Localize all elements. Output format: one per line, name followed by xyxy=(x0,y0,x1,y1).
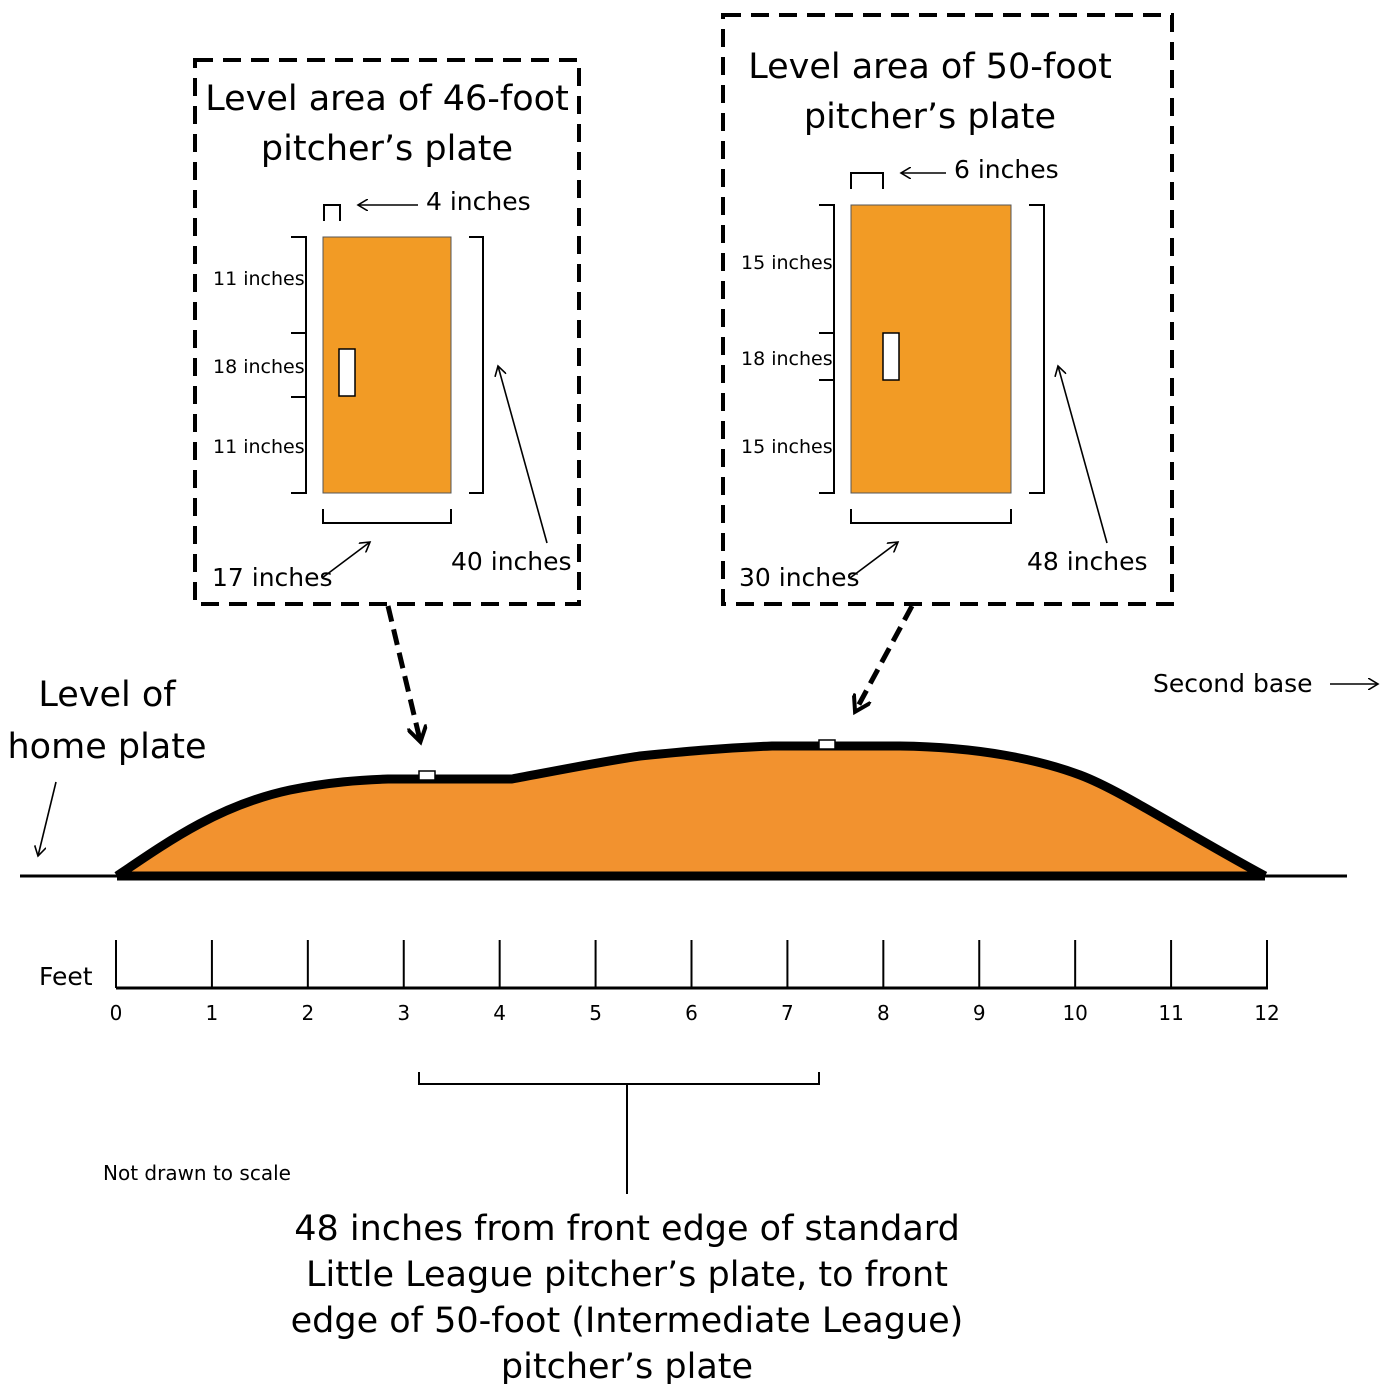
pitcher-plate-46 xyxy=(338,348,356,397)
ruler-tick-label: 6 xyxy=(685,1001,698,1025)
pitching-mound xyxy=(20,739,1347,881)
offset-bracket-46 xyxy=(323,204,341,221)
title-50-line1: Level area of 50-foot xyxy=(748,47,1112,87)
mound-outline xyxy=(114,741,1268,880)
ruler-tick-label: 1 xyxy=(206,1001,219,1025)
caption-line1: 48 inches from front edge of standard xyxy=(294,1209,960,1249)
ruler-tick-label: 7 xyxy=(781,1001,794,1025)
pitcher-plate-50 xyxy=(882,332,900,381)
callout-arrow-46 xyxy=(385,605,420,740)
seg-bottom-46: 11 inches xyxy=(213,436,305,458)
caption-line2: Little League pitcher’s plate, to front xyxy=(306,1255,948,1295)
ruler-tick-label: 0 xyxy=(110,1001,123,1025)
callout-arrow-50 xyxy=(856,604,915,710)
title-46-line2: pitcher’s plate xyxy=(261,129,513,169)
dashed-frame-50 xyxy=(721,13,1174,606)
length-label-46: 40 inches xyxy=(451,547,572,576)
scale-note: Not drawn to scale xyxy=(103,1161,291,1185)
mound-fill xyxy=(117,746,1265,876)
home-plate-label-line2: home plate xyxy=(8,727,207,767)
home-plate-arrow xyxy=(38,781,57,856)
width-label-46: 17 inches xyxy=(212,563,333,592)
width-bracket-50 xyxy=(850,509,1012,524)
ruler-tick-label: 2 xyxy=(301,1001,314,1025)
length-bracket-46 xyxy=(469,236,484,494)
ruler-tick-label: 9 xyxy=(973,1001,986,1025)
level-area-50 xyxy=(850,204,1012,494)
length-bracket-50 xyxy=(1029,204,1045,494)
ruler-tick-label: 5 xyxy=(589,1001,602,1025)
seg-top-46: 11 inches xyxy=(213,268,305,290)
detail-box-50-foot: Level area of 50-foot pitcher’s plate 6 … xyxy=(721,13,1174,606)
ruler-tick-label: 4 xyxy=(493,1001,506,1025)
width-arrow-50 xyxy=(849,542,898,579)
segment-bracket-50 xyxy=(819,204,835,494)
ruler-tick-label: 10 xyxy=(1062,1001,1087,1025)
dashed-frame-46 xyxy=(193,58,581,606)
ruler-tick-label: 8 xyxy=(877,1001,890,1025)
seg-top-50: 15 inches xyxy=(741,252,833,274)
segment-bracket-46 xyxy=(291,236,307,494)
length-label-50: 48 inches xyxy=(1027,547,1148,576)
feet-label: Feet xyxy=(39,962,93,991)
caption-line3: edge of 50-foot (Intermediate League) xyxy=(291,1301,964,1341)
caption-line4: pitcher’s plate xyxy=(501,1347,753,1384)
ruler-tick-label: 11 xyxy=(1158,1001,1183,1025)
seg-mid-50: 18 inches xyxy=(741,348,833,370)
distance-bracket xyxy=(418,1072,820,1194)
mound-plate-50 xyxy=(818,739,836,750)
second-base-label: Second base xyxy=(1153,669,1313,698)
width-label-50: 30 inches xyxy=(739,563,860,592)
offset-label-50: 6 inches xyxy=(954,155,1059,184)
ruler-ticks: 0 1 2 3 4 5 6 7 8 9 10 11 12 xyxy=(110,940,1280,1025)
title-50-line2: pitcher’s plate xyxy=(804,97,1056,137)
offset-bracket-50 xyxy=(850,172,884,189)
mound-plate-46 xyxy=(418,770,436,781)
width-bracket-46 xyxy=(322,509,452,524)
home-plate-label-line1: Level of xyxy=(38,675,176,715)
ruler-tick-label: 12 xyxy=(1254,1001,1279,1025)
offset-label-46: 4 inches xyxy=(426,187,531,216)
detail-box-46-foot: Level area of 46-foot pitcher’s plate 4 … xyxy=(193,58,581,606)
length-arrow-50 xyxy=(1058,366,1108,544)
ruler-tick-label: 3 xyxy=(397,1001,410,1025)
seg-bottom-50: 15 inches xyxy=(741,436,833,458)
title-46-line1: Level area of 46-foot xyxy=(205,79,569,119)
length-arrow-46 xyxy=(498,366,548,544)
width-arrow-46 xyxy=(321,542,370,579)
feet-ruler: Feet 0 1 2 3 4 5 6 7 8 9 10 11 12 xyxy=(39,940,1280,1025)
seg-mid-46: 18 inches xyxy=(213,356,305,378)
